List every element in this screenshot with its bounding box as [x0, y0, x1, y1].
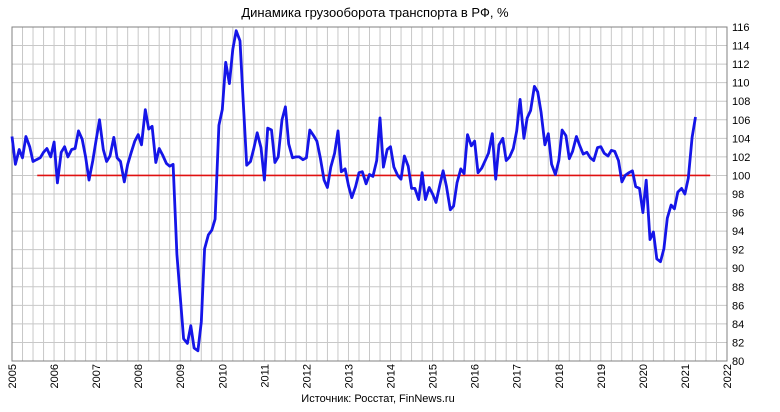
y-tick-label: 102 — [732, 152, 750, 164]
y-tick-label: 96 — [732, 208, 744, 220]
y-tick-label: 82 — [732, 337, 744, 349]
x-tick-label: 2011 — [259, 364, 271, 388]
x-tick-label: 2021 — [680, 364, 692, 388]
y-tick-label: 80 — [732, 356, 744, 368]
y-tick-label: 108 — [732, 96, 750, 108]
plot-frame — [11, 26, 728, 362]
x-tick-label: 2020 — [638, 364, 650, 388]
x-tick-label: 2017 — [512, 364, 524, 388]
chart-title: Динамика грузооборота транспорта в РФ, % — [241, 5, 509, 20]
x-tick-label: 2013 — [343, 364, 355, 388]
x-tick-label: 2018 — [554, 364, 566, 388]
y-tick-label: 94 — [732, 226, 744, 238]
x-tick-label: 2022 — [722, 364, 734, 388]
y-tick-label: 92 — [732, 245, 744, 257]
x-tick-label: 2012 — [301, 364, 313, 388]
x-tick-label: 2015 — [428, 364, 440, 388]
x-tick-label: 2008 — [133, 364, 145, 388]
y-tick-label: 114 — [732, 41, 750, 53]
y-tick-label: 98 — [732, 189, 744, 201]
y-tick-label: 112 — [732, 59, 750, 71]
grid — [11, 26, 728, 362]
y-tick-label: 84 — [732, 319, 744, 331]
x-tick-label: 2019 — [596, 364, 608, 388]
x-axis-ticks: 2005 2006 2007 2008 2009 2010 2011 2012 2013 2014… — [7, 364, 734, 388]
y-tick-label: 104 — [732, 133, 750, 145]
y-axis-ticks: 80 82 84 86 88 90 92 94 96 98 100 102 104 106 108 110 11… — [732, 22, 750, 368]
x-tick-label: 2010 — [217, 364, 229, 388]
y-tick-label: 106 — [732, 115, 750, 127]
x-tick-label: 2009 — [175, 364, 187, 388]
y-tick-label: 110 — [732, 78, 750, 90]
y-tick-label: 90 — [732, 263, 744, 275]
y-tick-label: 86 — [732, 300, 744, 312]
x-tick-label: 2014 — [386, 364, 398, 388]
y-tick-label: 116 — [732, 22, 750, 34]
y-tick-label: 88 — [732, 282, 744, 294]
chart-source: Источник: Росстат, FinNews.ru — [301, 393, 454, 405]
x-tick-label: 2005 — [7, 364, 19, 388]
x-tick-label: 2006 — [49, 364, 61, 388]
series-line — [10, 29, 697, 353]
x-tick-label: 2016 — [470, 364, 482, 388]
x-tick-label: 2007 — [91, 364, 103, 388]
y-tick-label: 100 — [732, 170, 750, 182]
